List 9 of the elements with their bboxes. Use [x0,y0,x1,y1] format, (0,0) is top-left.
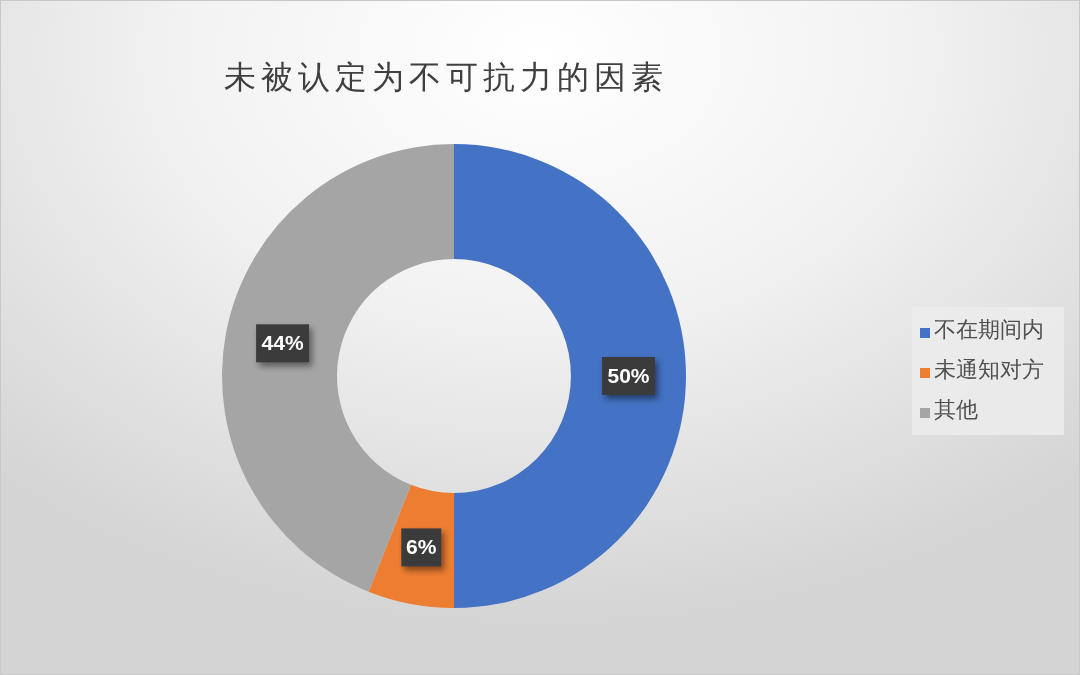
data-label: 6% [406,534,437,558]
legend-label: 不在期间内 [934,317,1044,342]
legend-label: 未通知对方 [934,357,1044,382]
legend-label: 其他 [934,397,978,422]
data-label: 44% [261,330,304,354]
donut-slice [454,144,686,608]
data-label: 50% [607,363,650,387]
chart-title: 未被认定为不可抗力的因素 [224,58,668,97]
donut-slice [222,144,454,592]
